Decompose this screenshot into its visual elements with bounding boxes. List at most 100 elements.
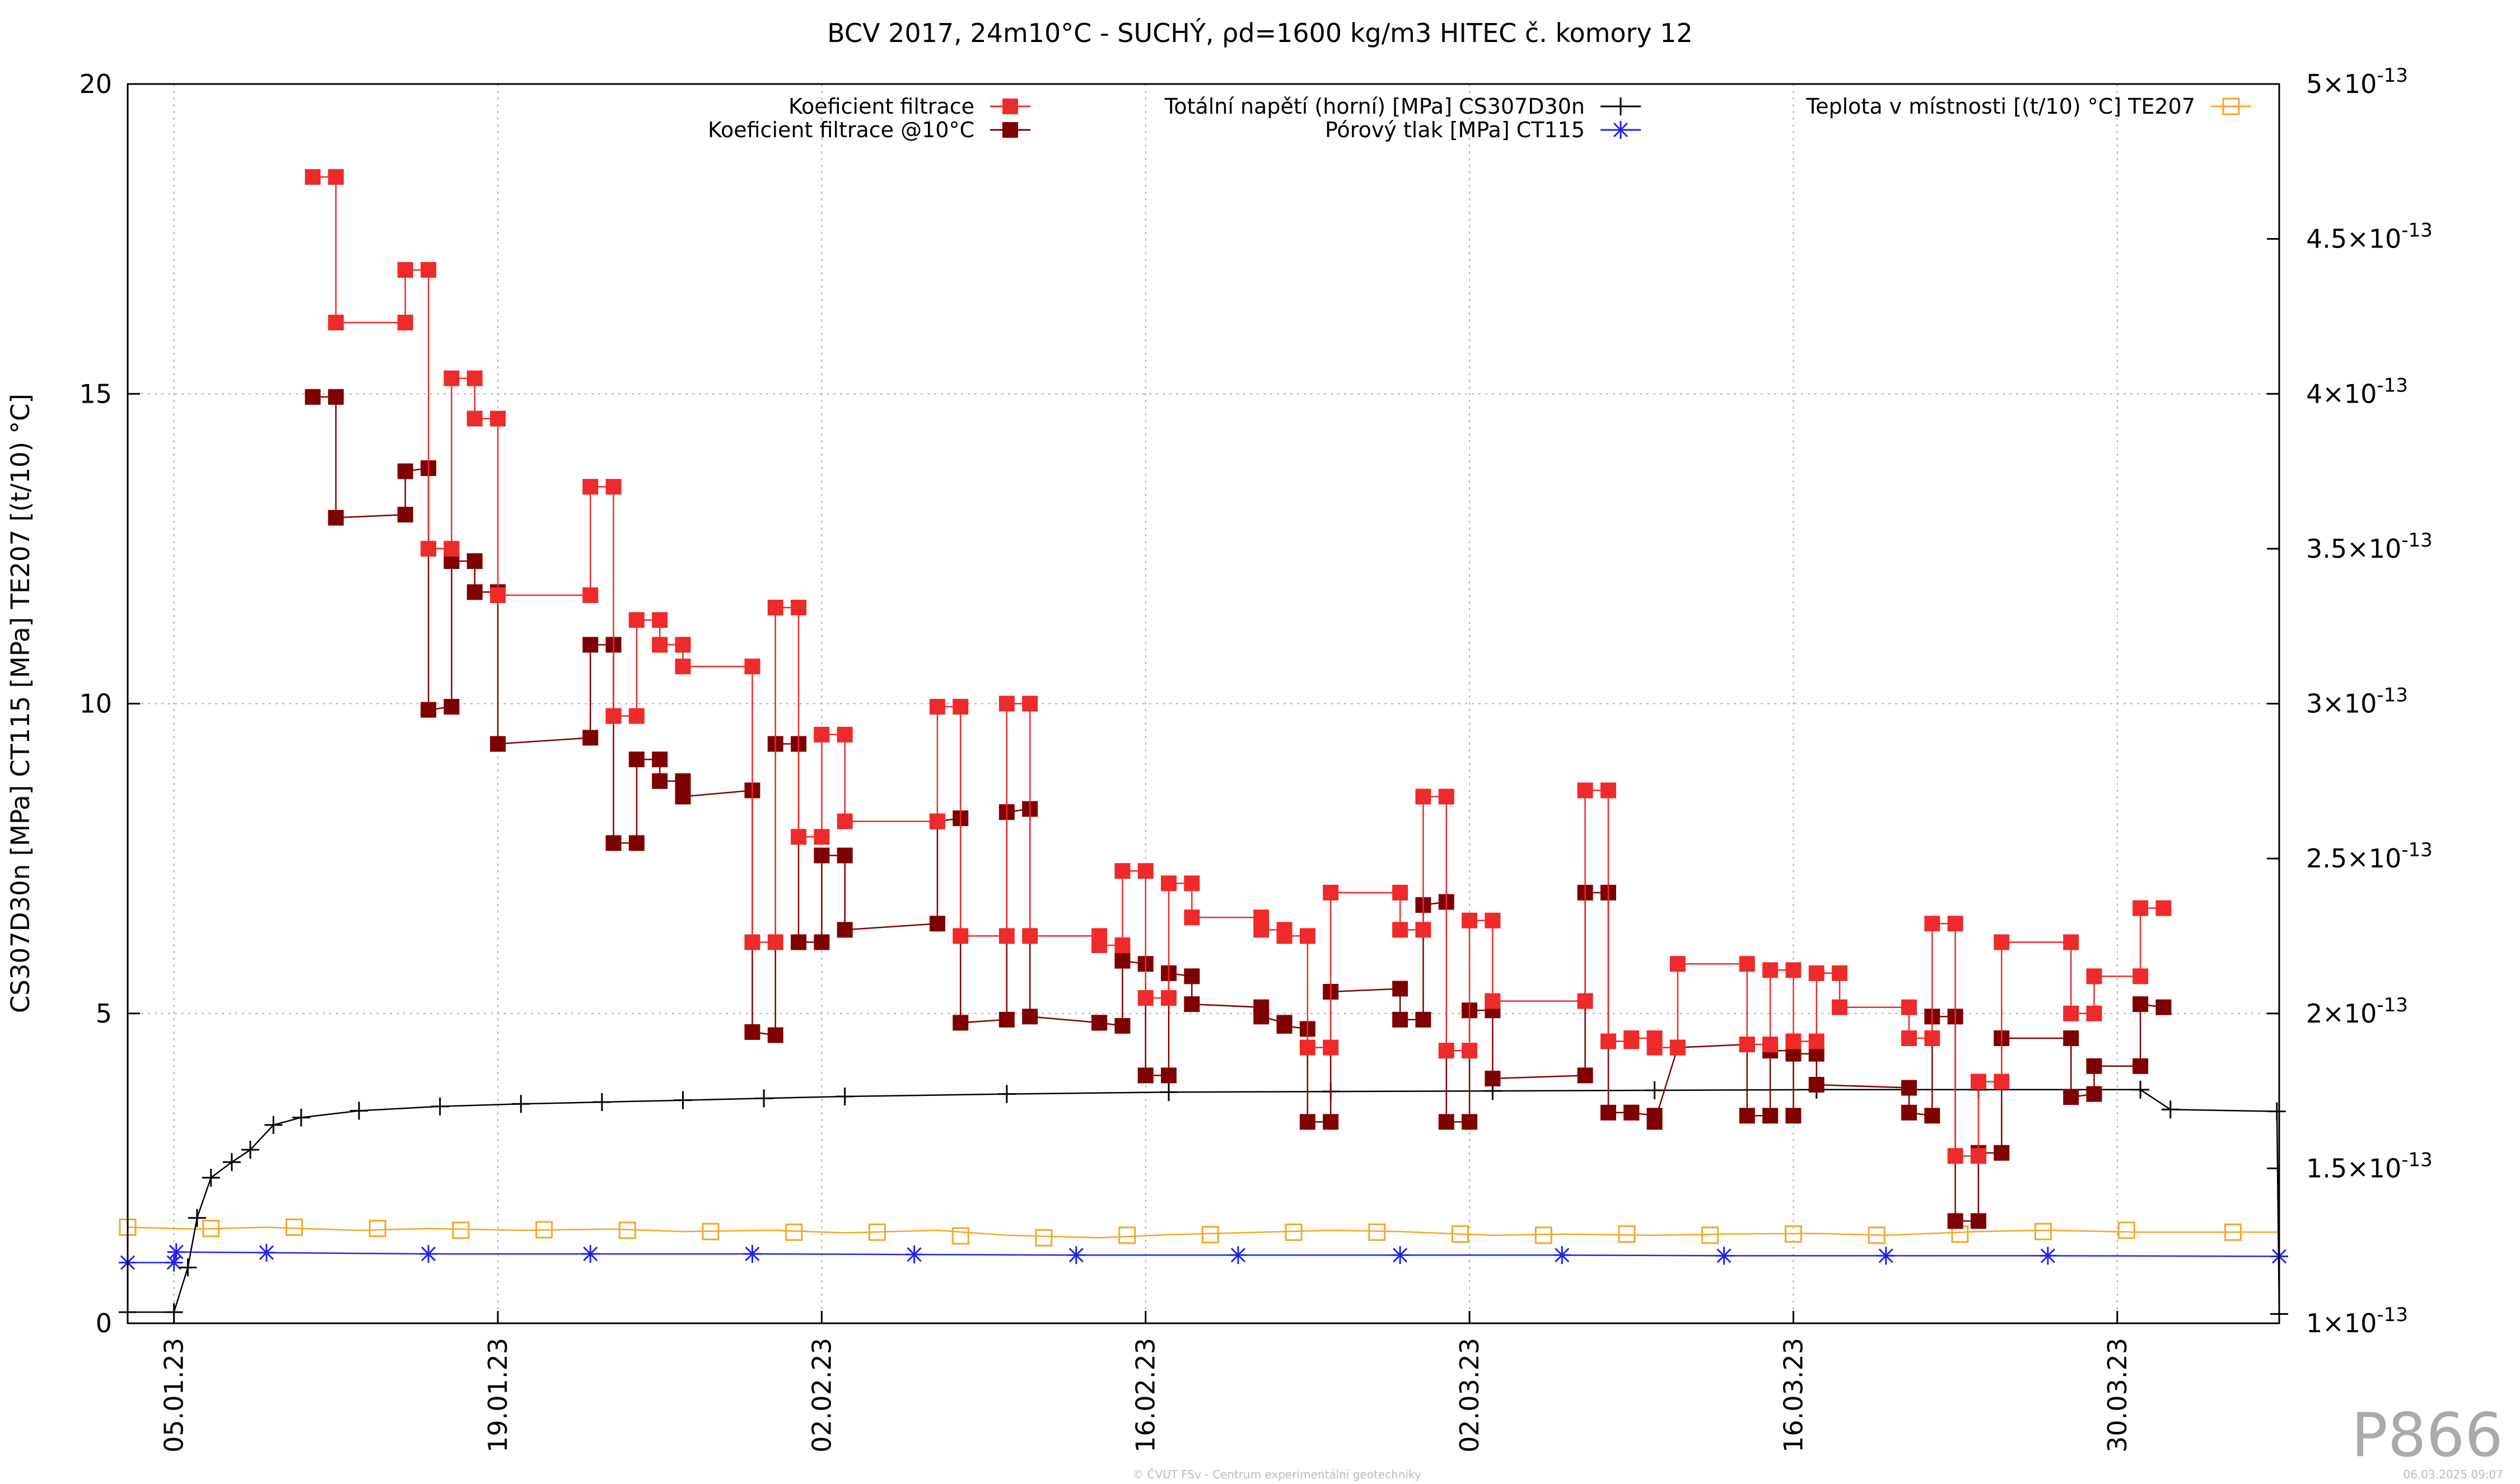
data-point [1137,863,1154,879]
data-point [1392,1011,1408,1028]
data-point [953,699,969,715]
data-point [2132,900,2149,916]
data-point [929,813,945,829]
y-tick-label: 10 [79,689,112,719]
legend-swatch-marker [1612,121,1630,139]
legend-item: Koeficient filtrace [788,94,1030,119]
data-point [1160,1083,1178,1102]
data-point [2063,1005,2079,1021]
data-point [791,934,807,950]
chart-title: BCV 2017, 24m10°C - SUCHÝ, ρd=1600 kg/m3… [827,18,1693,48]
legend-label: Totální napětí (horní) [MPa] CS307D30n [1164,94,1585,119]
data-point [1669,1039,1686,1056]
data-point [836,1088,854,1106]
data-point [837,847,853,864]
data-point [421,702,437,718]
data-point [2161,1100,2180,1119]
data-point [1253,1009,1270,1025]
data-point [1022,696,1038,712]
data-point [1623,1104,1640,1121]
data-point [1832,999,1848,1015]
data-point [1161,875,1177,892]
data-point [1299,1114,1315,1130]
data-point [998,928,1015,944]
data-point [581,1245,600,1263]
data-point [605,835,622,851]
data-point [188,1208,206,1227]
data-point [1035,1229,1053,1247]
data-point [1600,782,1616,799]
data-point [1808,1033,1824,1049]
data-point [1091,937,1108,954]
y-axis-label: CS307D30n [MPa] CT115 [MPa] TE207 [(t/10… [6,394,35,1013]
data-point [951,1227,969,1245]
data-point [702,1222,720,1240]
data-point [2155,999,2172,1015]
data-point [582,587,599,603]
data-point [1485,1070,1501,1086]
legend-label: Koeficient filtrace @10°C [708,118,974,142]
y-tick-label: 15 [79,379,112,409]
data-point [257,1243,276,1262]
series-line [128,1251,2280,1263]
legend-swatch-marker [1002,122,1018,138]
series-line [312,176,2164,1157]
y-tick-label: 5 [96,998,112,1029]
data-point [1022,1009,1038,1025]
data-point [421,262,437,278]
data-point [2063,1089,2079,1105]
data-point [328,389,344,405]
data-point [1368,1223,1386,1241]
data-point [1438,788,1454,805]
data-point [1577,1067,1593,1084]
copyright-text: © ČVUT FSv - Centrum experimentální geot… [1132,1468,1421,1481]
legend-item: Teplota v místnosti [(t/10) °C] TE207 [1805,94,2251,119]
data-point [1832,965,1848,981]
data-point [1970,1074,1986,1090]
data-point [165,1253,183,1272]
data-point [1739,956,1755,972]
data-point [305,169,321,185]
data-point [582,637,599,653]
x-tick-label: 19.01.23 [483,1338,513,1453]
series-layer [119,169,2288,1323]
data-point [1137,990,1154,1006]
data-point [1785,1033,1802,1049]
data-point [397,463,413,479]
data-point [1415,788,1431,805]
data-point [1485,912,1501,928]
data-point [1415,1011,1431,1028]
data-point [1947,1213,1963,1229]
data-point [1118,1226,1136,1244]
data-point [1808,965,1824,981]
data-point [2132,996,2149,1012]
data-point [628,752,645,768]
data-point [1392,884,1408,900]
data-point [2267,1102,2286,1121]
data-point [444,540,460,557]
data-point [929,916,945,932]
data-point [489,736,506,752]
legend-item: Koeficient filtrace @10°C [708,118,1030,142]
legend-swatch-marker [2222,97,2240,115]
data-point [419,1245,438,1263]
series-2 [119,1080,2288,1323]
data-point [605,479,622,495]
data-point [292,1108,310,1127]
data-point [1114,953,1131,969]
data-point [1323,884,1339,900]
data-point [1091,1015,1108,1031]
data-point [953,928,969,944]
data-point [869,1223,886,1241]
data-point [1276,1018,1292,1034]
data-point [675,788,691,805]
data-point [2131,1080,2150,1099]
data-point [628,612,645,628]
data-point [167,1243,185,1261]
data-point [512,1095,530,1113]
data-point [1762,1108,1779,1124]
data-point [1924,916,1940,932]
data-point [444,699,460,715]
data-point [767,599,783,615]
